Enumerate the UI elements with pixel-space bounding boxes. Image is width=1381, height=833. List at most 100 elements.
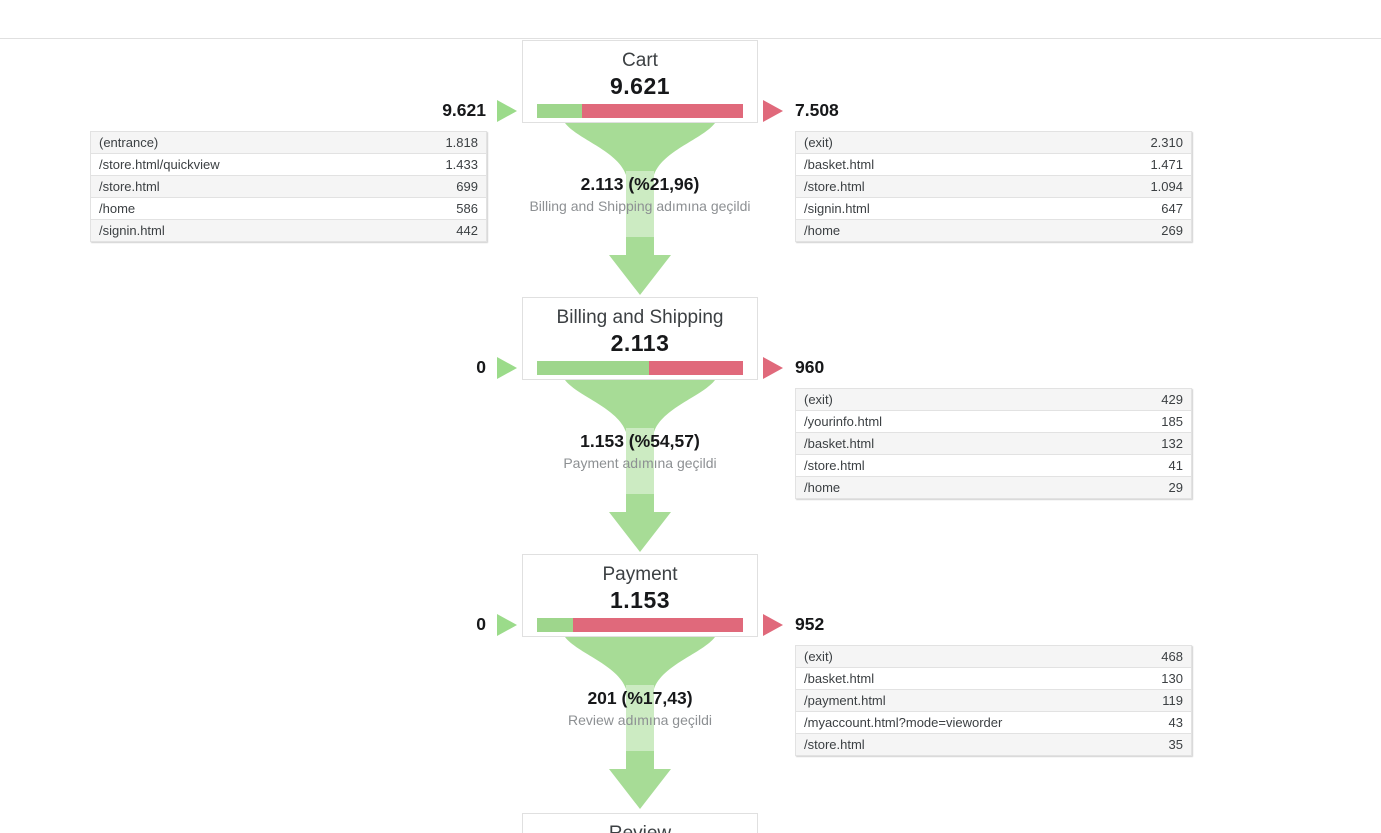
page-cell: (entrance): [99, 135, 159, 150]
count-cell: 429: [1161, 392, 1183, 407]
entries-count: 0: [476, 614, 486, 634]
step-progress-bar: [537, 104, 743, 118]
count-cell: 442: [382, 219, 487, 242]
exits-count: 952: [795, 614, 825, 634]
count-cell: 43: [1131, 711, 1192, 734]
step-progress-bar-continued: [537, 618, 573, 632]
table-row: (exit) 2.310: [795, 131, 1192, 154]
table-row: /basket.html 1.471: [795, 153, 1192, 176]
count-cell: 130: [1131, 667, 1192, 690]
page-cell: /yourinfo.html: [795, 410, 1078, 433]
table-row: /store.html/quickview 1.433: [90, 153, 487, 176]
page-cell: /basket.html: [795, 153, 1049, 176]
table-row: /myaccount.html?mode=vieworder 43: [795, 711, 1192, 734]
count-cell: 185: [1077, 410, 1192, 433]
entries-count: 0: [476, 357, 486, 377]
step-title: Payment: [602, 564, 678, 585]
page-cell: /home: [795, 219, 1049, 242]
page-cell: /signin.html: [90, 219, 383, 242]
table-row: /signin.html 647: [795, 197, 1192, 220]
page-cell: (exit): [804, 392, 833, 407]
count-cell: 119: [1131, 689, 1192, 712]
table-row: /home 29: [795, 476, 1192, 499]
funnel-step-review[interactable]: Review: [522, 813, 758, 833]
funnel-step-billing-shipping[interactable]: Billing and Shipping 2.113: [522, 297, 758, 380]
page-cell: /basket.html: [795, 667, 1132, 690]
page-cell: /basket.html: [795, 432, 1078, 455]
page-cell: /store.html: [795, 175, 1049, 198]
transition-info: 201 (%17,43) Review adımına geçildi: [460, 687, 820, 730]
funnel-connector-arrow: [565, 637, 715, 809]
step-title: Review: [523, 822, 757, 833]
exits-arrow-icon[interactable]: [763, 357, 783, 379]
transition-count: 2.113 (%21,96): [580, 174, 700, 194]
transition-count: 201 (%17,43): [587, 688, 693, 708]
step-title: Billing and Shipping: [556, 307, 724, 328]
transition-count: 1.153 (%54,57): [580, 431, 700, 451]
table-row: (exit) 429: [795, 388, 1192, 411]
table-row: /payment.html 119: [795, 689, 1192, 712]
step-progress-bar-continued: [537, 361, 650, 375]
entries-arrow-icon[interactable]: [497, 357, 517, 379]
count-cell: 699: [382, 175, 487, 198]
table-row: /store.html 1.094: [795, 175, 1192, 198]
transition-description: Billing and Shipping adımına geçildi: [529, 198, 751, 214]
count-cell: 29: [1077, 476, 1192, 499]
count-cell: 468: [1161, 649, 1183, 664]
count-cell: 132: [1077, 432, 1192, 455]
cart-entry-pages-table: (entrance) 1.818 /store.html/quickview 1…: [90, 131, 487, 242]
table-row: /basket.html 130: [795, 667, 1192, 690]
entries-arrow-icon[interactable]: [497, 100, 517, 122]
table-row: /store.html 699: [90, 175, 487, 198]
table-row: /yourinfo.html 185: [795, 410, 1192, 433]
step-progress-bar-continued: [537, 104, 583, 118]
step-progress-bar: [537, 361, 743, 375]
table-row: /store.html 35: [795, 733, 1192, 756]
page-cell: (exit): [804, 135, 833, 150]
count-cell: 586: [382, 197, 487, 220]
step-value: 9.621: [609, 73, 671, 99]
count-cell: 2.310: [1150, 135, 1183, 150]
step-value: 2.113: [610, 330, 670, 356]
exits-count: 7.508: [795, 100, 839, 120]
step-progress-bar: [537, 618, 743, 632]
count-cell: 1.818: [445, 135, 478, 150]
count-cell: 1.094: [1048, 175, 1192, 198]
table-row: /signin.html 442: [90, 219, 487, 242]
funnel-connector-arrow: [565, 380, 715, 552]
count-cell: 41: [1077, 454, 1192, 477]
payment-exit-pages-table: (exit) 468 /basket.html 130 /payment.htm…: [795, 645, 1192, 756]
funnel-step-cart[interactable]: Cart 9.621: [522, 40, 758, 123]
count-cell: 1.471: [1048, 153, 1192, 176]
entries-arrow-icon[interactable]: [497, 614, 517, 636]
page-cell: /home: [795, 476, 1078, 499]
transition-info: 1.153 (%54,57) Payment adımına geçildi: [460, 430, 820, 473]
exits-arrow-icon[interactable]: [763, 614, 783, 636]
page-cell: /payment.html: [795, 689, 1132, 712]
entries-count: 9.621: [442, 100, 486, 120]
count-cell: 647: [1048, 197, 1192, 220]
count-cell: 269: [1048, 219, 1192, 242]
exits-count: 960: [795, 357, 825, 377]
page-cell: /store.html: [795, 733, 1132, 756]
transition-description: Payment adımına geçildi: [563, 455, 717, 471]
funnel-step-payment[interactable]: Payment 1.153: [522, 554, 758, 637]
app-header: ?: [0, 0, 1381, 39]
page-cell: (exit): [804, 649, 833, 664]
count-cell: 35: [1131, 733, 1192, 756]
transition-info: 2.113 (%21,96) Billing and Shipping adım…: [460, 173, 820, 216]
step-value: 1.153: [609, 587, 671, 613]
page-cell: /home: [90, 197, 383, 220]
count-cell: 1.433: [382, 153, 487, 176]
table-row: /home 586: [90, 197, 487, 220]
exits-arrow-icon[interactable]: [763, 100, 783, 122]
table-row: /basket.html 132: [795, 432, 1192, 455]
funnel-connector-arrow: [565, 123, 715, 295]
step-title: Cart: [622, 50, 658, 71]
table-row: /store.html 41: [795, 454, 1192, 477]
cart-exit-pages-table: (exit) 2.310 /basket.html 1.471 /store.h…: [795, 131, 1192, 242]
billing-exit-pages-table: (exit) 429 /yourinfo.html 185 /basket.ht…: [795, 388, 1192, 499]
page-cell: /myaccount.html?mode=vieworder: [795, 711, 1132, 734]
page-cell: /store.html/quickview: [90, 153, 383, 176]
page-cell: /store.html: [90, 175, 383, 198]
